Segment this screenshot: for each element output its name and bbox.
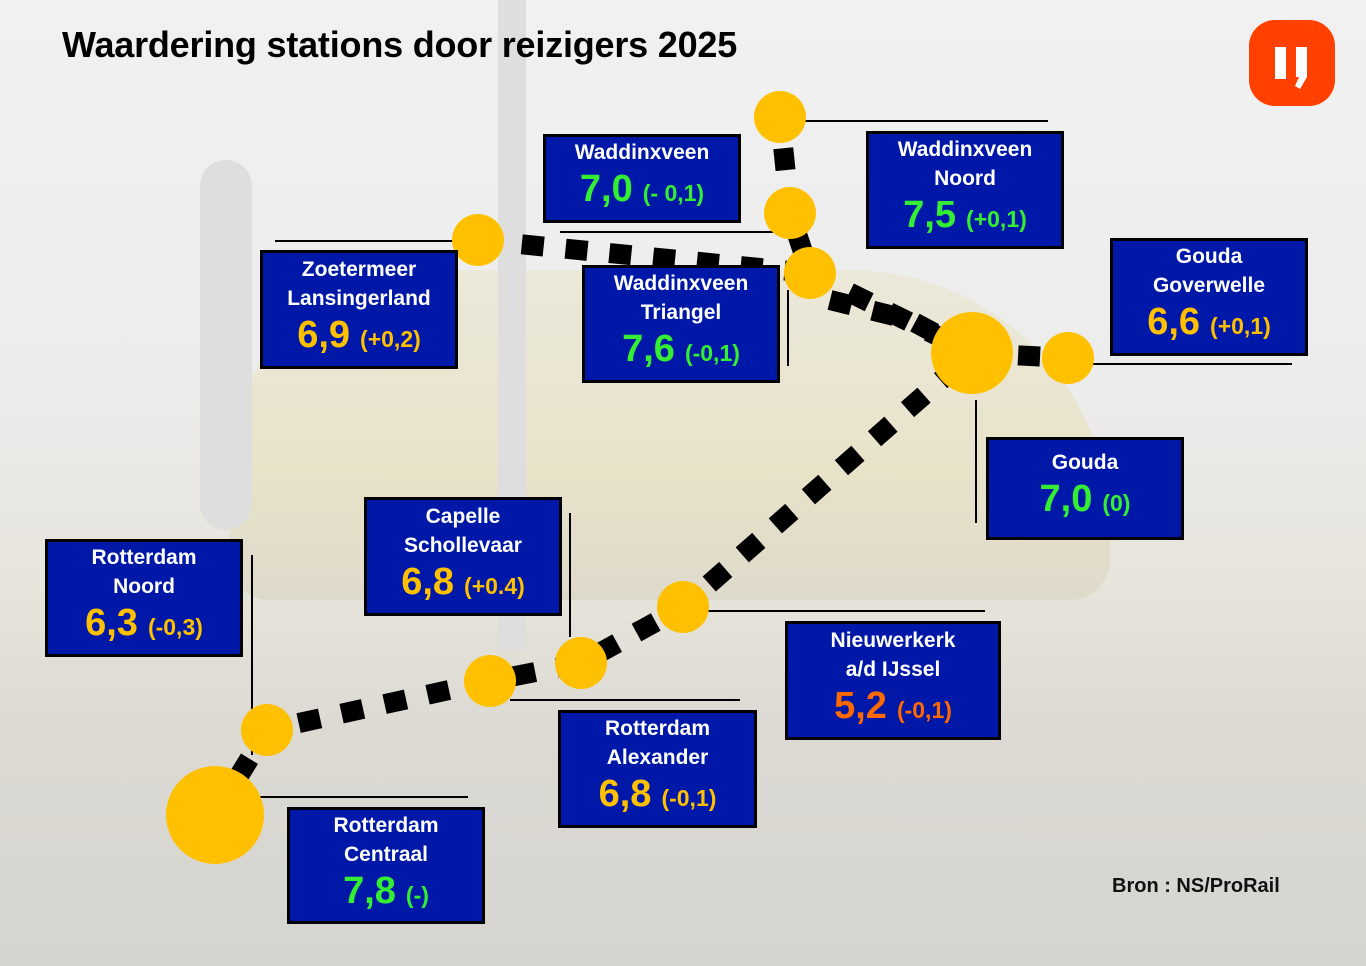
- source-note: Bron : NS/ProRail: [1112, 875, 1280, 897]
- station-name: Zoetermeer: [301, 257, 417, 281]
- station-dot-nieuwerkerk: [657, 581, 709, 633]
- station-box: Capelle Schollevaar 6,8 (+0.4): [364, 497, 562, 616]
- background-signal: [200, 160, 252, 530]
- station-score-row: 7,0 (0): [1040, 477, 1131, 529]
- station-name: Alexander: [606, 746, 709, 769]
- station-name: Goverwelle: [1152, 274, 1266, 297]
- station-score: 5,2: [834, 684, 887, 727]
- station-score: 7,0: [579, 168, 633, 210]
- station-change: (-0,1): [661, 785, 717, 811]
- station-dots: [166, 91, 1094, 864]
- station-name: Rotterdam: [333, 813, 439, 837]
- station-name: Gouda: [1051, 451, 1119, 474]
- station-change: (+0.4): [464, 572, 525, 599]
- station-name: Waddinxveen: [897, 138, 1033, 161]
- station-name: Gouda: [1175, 245, 1243, 268]
- station-score-row: 7,0 (- 0,1): [580, 167, 704, 219]
- station-change: (-0,1): [684, 340, 740, 366]
- station-dot-rotterdam-noord: [241, 704, 293, 756]
- station-name: Rotterdam: [604, 717, 710, 740]
- station-name: Waddinxveen: [613, 272, 749, 295]
- station-dot-waddinxveen-triangel: [784, 247, 836, 299]
- station-score-row: 5,2 (-0,1): [834, 684, 952, 736]
- station-box: Rotterdam Alexander 6,8 (-0,1): [558, 710, 757, 828]
- station-change: (-0,3): [147, 614, 203, 640]
- ij-logo-icon: [1249, 20, 1335, 106]
- station-score-row: 7,6 (-0,1): [622, 327, 740, 379]
- station-score: 6,8: [598, 773, 652, 815]
- page-title: Waardering stations door reizigers 2025: [62, 24, 738, 65]
- station-change: (- 0,1): [642, 180, 705, 206]
- station-name: Noord: [934, 167, 996, 190]
- station-name: Schollevaar: [404, 533, 522, 557]
- station-score: 6,3: [85, 602, 138, 644]
- station-change: (+0,1): [1210, 313, 1271, 339]
- station-score: 6,8: [401, 560, 455, 603]
- station-box: Nieuwerkerk a/d IJssel 5,2 (-0,1): [785, 621, 1001, 740]
- station-name: a/d IJssel: [845, 657, 941, 681]
- station-score-row: 6,8 (+0.4): [401, 560, 525, 612]
- station-score-row: 6,6 (+0,1): [1147, 300, 1271, 352]
- station-name: Triangel: [640, 301, 722, 324]
- station-score: 7,0: [1039, 478, 1093, 520]
- station-dot-waddinxveen: [764, 187, 816, 239]
- station-name: Capelle: [425, 504, 501, 528]
- station-dot-gouda: [931, 312, 1013, 394]
- station-box: Zoetermeer Lansingerland 6,9 (+0,2): [260, 250, 458, 369]
- station-score-row: 6,8 (-0,1): [599, 772, 717, 824]
- station-dot-capelle-schollevaar: [555, 637, 607, 689]
- station-score-row: 6,3 (-0,3): [85, 601, 203, 653]
- station-dot-waddinxveen-noord: [754, 91, 806, 143]
- station-score-row: 6,9 (+0,2): [297, 313, 421, 365]
- station-dot-zoetermeer: [452, 214, 504, 266]
- station-score: 7,5: [903, 194, 957, 236]
- station-name: Waddinxveen: [574, 141, 710, 164]
- station-score-row: 7,5 (+0,1): [903, 193, 1027, 245]
- station-change: (+0,1): [966, 206, 1027, 232]
- station-change: (+0,2): [360, 325, 421, 352]
- station-dot-rotterdam-alexander: [464, 655, 516, 707]
- station-score-row: 7,8 (-): [343, 869, 429, 921]
- station-box: Rotterdam Centraal 7,8 (-): [287, 807, 485, 924]
- station-score: 7,8: [343, 869, 396, 912]
- station-name: Noord: [113, 575, 175, 598]
- station-score: 7,6: [622, 328, 675, 370]
- station-change: (0): [1102, 490, 1131, 516]
- station-box: Waddinxveen Triangel 7,6 (-0,1): [582, 265, 780, 383]
- station-change: (-0,1): [896, 696, 952, 723]
- station-box: Gouda 7,0 (0): [986, 437, 1184, 540]
- station-name: Nieuwerkerk: [830, 628, 956, 652]
- station-box: Gouda Goverwelle 6,6 (+0,1): [1110, 238, 1308, 356]
- station-name: Rotterdam: [91, 546, 197, 569]
- station-change: (-): [405, 881, 429, 908]
- station-box: Rotterdam Noord 6,3 (-0,3): [45, 539, 243, 657]
- station-dot-gouda-goverwelle: [1042, 332, 1094, 384]
- station-name: Lansingerland: [287, 286, 431, 310]
- station-score: 6,9: [297, 313, 351, 356]
- station-name: Centraal: [343, 842, 429, 866]
- station-box: Waddinxveen 7,0 (- 0,1): [543, 134, 741, 223]
- station-box: Waddinxveen Noord 7,5 (+0,1): [866, 131, 1064, 249]
- station-dot-rotterdam-centraal: [166, 766, 264, 864]
- station-score: 6,6: [1147, 301, 1201, 343]
